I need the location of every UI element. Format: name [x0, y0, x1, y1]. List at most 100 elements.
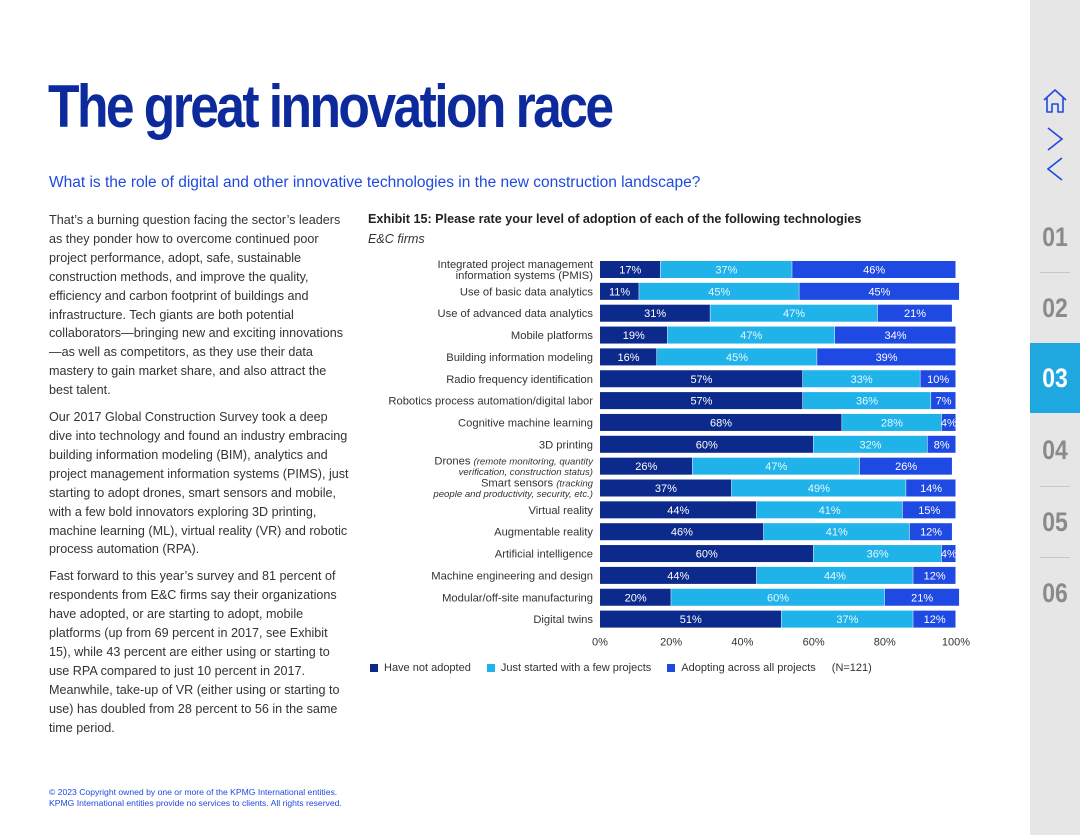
category-label: Smart sensors (tracking [481, 478, 594, 490]
legend-label-just-started: Just started with a few projects [500, 662, 652, 674]
bar-segment [667, 326, 835, 344]
bar-segment [906, 479, 956, 497]
footer-copyright: © 2023 Copyright owned by one or more of… [49, 787, 342, 808]
bar-segment [909, 523, 952, 541]
bar-segment [600, 282, 639, 300]
bar-segment [600, 261, 661, 278]
bar-value-label: 44% [667, 570, 689, 582]
section-tab-01[interactable]: 01 [1042, 221, 1068, 252]
bar-value-label: 49% [808, 483, 830, 495]
section-tab-06[interactable]: 06 [1042, 577, 1068, 608]
section-tab-02[interactable]: 02 [1042, 292, 1068, 323]
bar-segment [802, 370, 920, 388]
section-divider [1040, 486, 1070, 487]
category-label: Machine engineering and design [431, 570, 593, 582]
legend-swatch-not-adopted [370, 664, 378, 672]
bar-segment [913, 610, 956, 628]
category-label: Digital twins [533, 614, 593, 626]
bar-segment [799, 282, 960, 300]
bar-value-label: 47% [783, 308, 805, 320]
category-label: Use of basic data analytics [460, 286, 593, 298]
page-subtitle: What is the role of digital and other in… [49, 174, 701, 191]
bar-value-label: 4% [941, 549, 957, 561]
body-paragraph-1: That’s a burning question facing the sec… [49, 213, 344, 398]
bar-segment [927, 435, 956, 453]
bar-value-label: 68% [710, 417, 732, 429]
x-tick-label: 100% [942, 636, 970, 648]
bar-segment [834, 326, 956, 344]
bar-value-label: 10% [927, 374, 949, 386]
x-tick-label: 0% [592, 636, 608, 648]
home-icon[interactable] [1040, 86, 1070, 116]
footer-line-2: KPMG International entities provide no s… [49, 797, 342, 808]
bar-value-label: 11% [609, 286, 630, 298]
bar-value-label: 33% [851, 374, 873, 386]
bar-segment [931, 392, 956, 410]
category-label: Cognitive machine learning [458, 417, 593, 429]
chart-legend: Have not adopted Just started with a few… [370, 662, 888, 674]
legend-item-adopting-all: Adopting across all projects [667, 662, 816, 674]
legend-swatch-adopting-all [667, 664, 676, 672]
bar-segment [600, 326, 668, 344]
bar-value-label: 7% [936, 396, 952, 408]
bar-segment [941, 545, 956, 563]
bar-segment [600, 392, 803, 410]
section-tab-03[interactable]: 03 [1030, 343, 1080, 413]
bar-segment [859, 457, 952, 475]
bar-segment [600, 566, 757, 584]
category-label: Drones (remote monitoring, quantity [434, 456, 594, 468]
bar-segment [813, 435, 928, 453]
bar-value-label: 51% [680, 614, 702, 626]
bar-value-label: 8% [934, 439, 950, 451]
bar-value-label: 60% [696, 549, 718, 561]
bar-segment [941, 413, 956, 431]
bar-value-label: 47% [740, 330, 762, 342]
legend-label-adopting-all: Adopting across all projects [681, 662, 816, 674]
category-label: Augmentable reality [494, 527, 593, 539]
bar-segment [600, 588, 671, 606]
bar-segment [656, 348, 817, 366]
bar-segment [802, 392, 931, 410]
bar-segment [671, 588, 885, 606]
body-text: That’s a burning question facing the sec… [49, 211, 349, 745]
bar-value-label: 14% [920, 483, 942, 495]
legend-label-not-adopted: Have not adopted [384, 662, 471, 674]
section-tab-05[interactable]: 05 [1042, 506, 1068, 537]
bar-segment [600, 348, 657, 366]
bar-value-label: 20% [625, 592, 647, 604]
bar-value-label: 45% [868, 286, 890, 298]
bar-segment [639, 282, 799, 300]
bar-value-label: 37% [836, 614, 858, 626]
bar-segment [600, 435, 814, 453]
category-label: Robotics process automation/digital labo… [388, 396, 593, 408]
chevron-right-icon[interactable] [1040, 124, 1070, 154]
bar-segment [600, 501, 757, 519]
footer-line-1: © 2023 Copyright owned by one or more of… [49, 787, 338, 797]
bar-value-label: 26% [635, 461, 657, 473]
bar-segment [842, 413, 942, 431]
section-tab-04[interactable]: 04 [1042, 434, 1068, 465]
bar-value-label: 57% [690, 396, 712, 408]
bar-value-label: 45% [726, 352, 748, 364]
bar-value-label: 46% [671, 527, 693, 539]
chevron-left-icon[interactable] [1040, 154, 1070, 184]
bar-segment [813, 545, 942, 563]
bar-segment [600, 413, 842, 431]
category-label: Mobile platforms [511, 330, 593, 342]
bar-segment [781, 610, 913, 628]
bar-segment [600, 545, 814, 563]
legend-swatch-just-started [486, 664, 495, 672]
bar-segment [600, 304, 710, 322]
category-label: Radio frequency identification [446, 374, 593, 386]
bar-value-label: 21% [904, 308, 926, 320]
bar-segment [884, 588, 960, 606]
bar-segment [660, 261, 792, 278]
category-label: Use of advanced data analytics [438, 308, 594, 320]
category-label: Integrated project management [438, 259, 594, 271]
category-label: Building information modeling [446, 352, 593, 364]
bar-segment [756, 566, 913, 584]
page-title: The great innovation race [48, 73, 614, 140]
bar-value-label: 47% [765, 461, 787, 473]
bar-segment [877, 304, 952, 322]
legend-item-not-adopted: Have not adopted [370, 662, 471, 674]
